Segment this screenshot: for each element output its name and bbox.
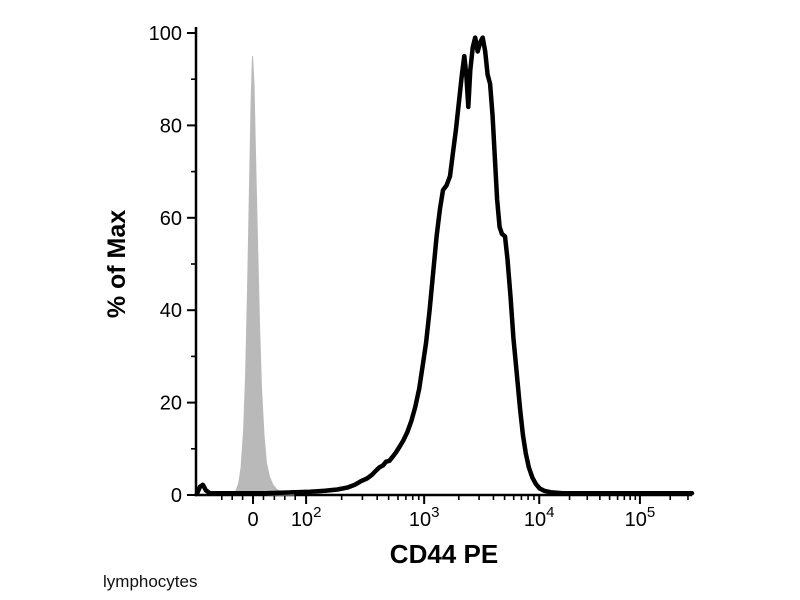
y-tick-label: 80 <box>160 115 182 137</box>
x-axis-ticks: 0 102 103 104 105 <box>220 495 689 531</box>
y-tick-label: 40 <box>160 300 182 322</box>
y-tick-label: 0 <box>171 485 182 507</box>
x-tick-label: 104 <box>524 504 555 531</box>
x-tick-label: 105 <box>625 504 656 531</box>
y-axis-ticks: 0 20 40 60 80 100 <box>149 23 196 507</box>
y-tick-label: 20 <box>160 393 182 415</box>
axes <box>194 27 692 497</box>
control-histogram-filled <box>230 56 295 496</box>
y-axis-title: % of Max <box>103 210 131 318</box>
histogram-curves <box>194 35 695 496</box>
y-tick-label: 100 <box>149 23 182 45</box>
x-axis-title: CD44 PE <box>390 539 498 569</box>
x-tick-label: 102 <box>291 504 322 531</box>
footnote-lymphocytes: lymphocytes <box>103 572 197 591</box>
cd44-histogram-line <box>194 35 695 496</box>
plot-area: 0 20 40 60 80 100 0 102 103 104 105 <box>149 23 695 531</box>
x-tick-label: 103 <box>409 504 440 531</box>
x-tick-label: 0 <box>247 509 258 531</box>
y-tick-label: 60 <box>160 208 182 230</box>
